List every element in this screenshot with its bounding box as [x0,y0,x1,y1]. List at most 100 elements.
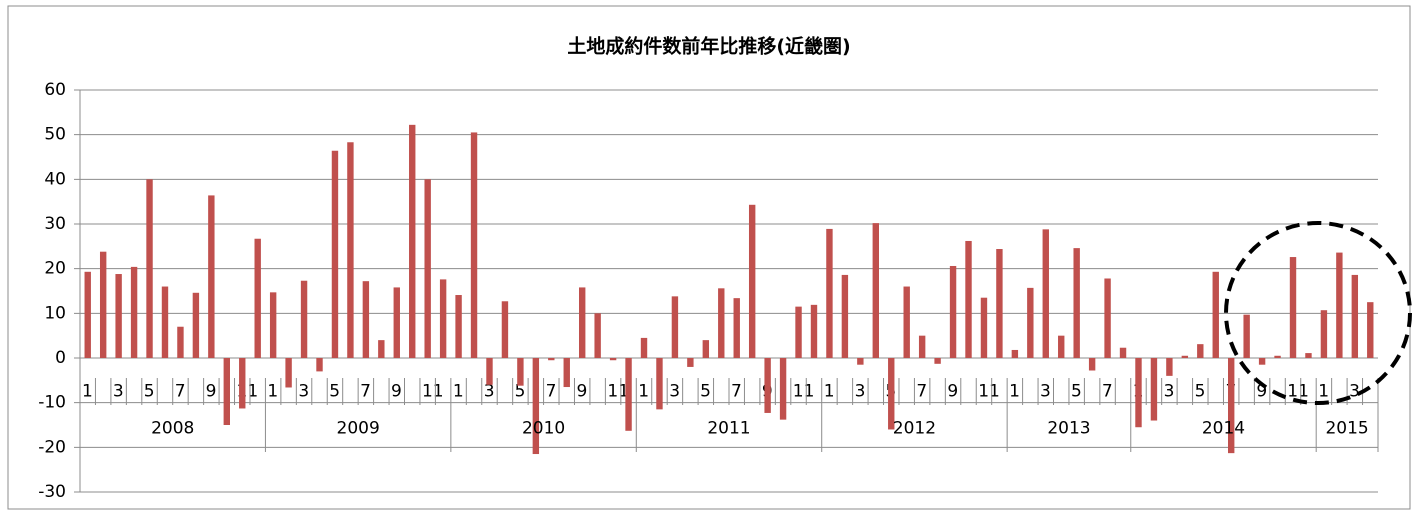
x-tick-label: 11 [422,382,444,402]
bar [439,279,447,358]
x-group-label: 2013 [1047,419,1090,439]
bar [1150,358,1158,421]
bar [254,238,261,358]
bar [903,286,910,358]
bar [949,265,957,358]
bar [1274,355,1281,358]
bar [810,304,818,358]
x-tick-label: 7 [175,382,186,402]
bar [594,313,601,358]
bar [501,301,509,358]
x-group-label: 2009 [337,419,380,439]
x-tick-label: 5 [329,382,340,402]
x-tick-label: 1 [638,382,649,402]
x-tick-label: 1 [1009,382,1020,402]
bar [841,274,849,358]
bar [671,296,679,358]
x-tick-label: 3 [669,382,680,402]
bar [826,228,833,358]
bar [1058,335,1065,358]
bar [579,287,586,358]
bar [1011,349,1019,358]
x-tick-label: 3 [1040,382,1051,402]
x-tick-label: 5 [515,382,526,402]
x-tick-label: 7 [546,382,557,402]
y-tick-label: -10 [38,393,66,413]
bar [362,281,370,358]
bar [1197,344,1204,358]
bar [316,358,323,372]
x-tick-label: 7 [916,382,927,402]
x-tick-label: 1 [453,382,464,402]
y-tick-label: 20 [44,259,66,279]
x-tick-label: 3 [855,382,866,402]
bar [1243,314,1250,358]
x-tick-label: 11 [1287,382,1309,402]
x-tick-label: 7 [360,382,371,402]
bar [1073,248,1080,358]
highlight-circle [1224,221,1412,405]
bar [656,358,663,410]
bar [161,286,169,358]
bar [918,335,926,358]
bar [857,358,864,365]
x-group-label: 2015 [1325,419,1368,439]
x-tick-label: 11 [978,382,1000,402]
x-tick-label: 3 [113,382,124,402]
x-tick-label: 5 [144,382,155,402]
bar [1027,287,1034,358]
bar [888,358,895,430]
x-tick-label: 7 [1102,382,1113,402]
x-tick-label: 9 [947,382,958,402]
bar [393,287,400,358]
bar [625,358,632,431]
y-tick-label: 50 [44,125,66,145]
bar [934,358,941,364]
bar [409,124,416,358]
bar [177,326,184,358]
bar [872,223,879,358]
bar [563,358,570,388]
y-tick-label: 40 [44,169,66,189]
bar [1088,358,1096,371]
bar [1336,252,1343,358]
bar [1042,229,1049,358]
y-tick-label: -20 [38,437,66,457]
bar [424,179,431,358]
bar [1367,302,1374,358]
x-tick-label: 9 [391,382,402,402]
bar [269,292,277,358]
bar [532,358,540,455]
bar [470,132,478,358]
bar [1166,358,1173,376]
bar [1135,358,1142,428]
x-tick-label: 9 [1256,382,1267,402]
bar [1320,310,1328,358]
bar [223,358,230,425]
bar [687,358,694,367]
bar [764,358,771,413]
chart-title: 土地成約件数前年比推移(近畿圏) [567,35,850,58]
x-tick-label: 1 [824,382,835,402]
x-group-label: 2010 [522,419,565,439]
bar [378,340,385,358]
bar [1351,274,1359,358]
x-group-label: 2011 [707,419,750,439]
x-tick-label: 3 [298,382,309,402]
bar [1104,278,1111,358]
x-tick-label: 3 [1349,382,1360,402]
bar [1181,355,1189,358]
y-tick-label: 30 [44,214,66,234]
bar [208,195,215,358]
bar [300,280,308,358]
bar [980,297,988,358]
x-tick-label: 3 [484,382,495,402]
bar [1289,257,1297,358]
y-tick-label: 0 [55,348,66,368]
x-tick-label: 3 [1164,382,1175,402]
y-tick-label: 10 [44,303,66,323]
x-tick-label: 11 [793,382,815,402]
x-tick-label: 1 [267,382,278,402]
bar [609,358,617,361]
